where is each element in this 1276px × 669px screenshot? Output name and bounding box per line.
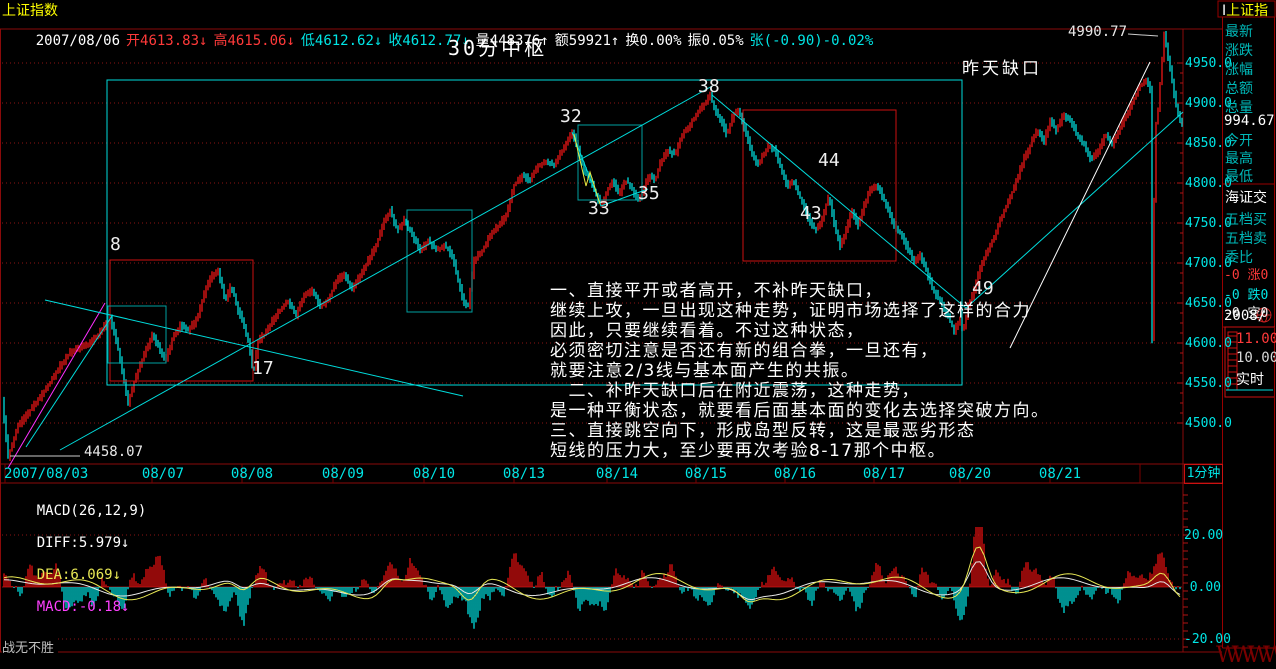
quote-field-收: 收4612.77↓	[388, 33, 470, 49]
price-tick-4850.0: 4850.0	[1185, 136, 1232, 151]
sidebar-item-change: 涨跌	[1225, 43, 1253, 59]
gap-annotation: 昨天缺口	[962, 59, 1042, 79]
watermark: WWWWWWW	[1216, 643, 1276, 668]
cursor-bar: I	[1222, 3, 1227, 19]
total-volume-value: 994.67	[1224, 113, 1275, 129]
realtime-label: 实时	[1236, 372, 1264, 388]
date-label-08-08: 08/08	[230, 466, 274, 482]
date-label-2007-08-03: 2007/08/03	[4, 466, 89, 482]
date-label-08-14: 08/14	[595, 466, 639, 482]
date-label-08-21: 08/21	[1038, 466, 1082, 482]
price-tick-4500.0: 4500.0	[1185, 416, 1232, 431]
sidebar-item-weibi: 委比	[1225, 250, 1253, 266]
dea-down-arrow-icon: ↓	[112, 567, 122, 583]
date-label-08-09: 08/09	[321, 466, 365, 482]
wave-label-49: 49	[972, 278, 994, 299]
wave-label-35: 35	[638, 183, 660, 204]
sidebar-item-five-ask[interactable]: 五档卖	[1225, 231, 1267, 247]
date-label-08-16: 08/16	[773, 466, 817, 482]
counter-down: -0 跌0	[1224, 288, 1269, 303]
wave-label-17: 17	[252, 358, 274, 379]
quote-field-额: 额59921↑	[554, 33, 620, 49]
sidebar-item-five-bid[interactable]: 五档买	[1225, 212, 1267, 228]
analysis-line-3: 因此，只要继续看着。不过这种状态，	[550, 321, 865, 341]
macd-dea: DEA:6.069	[36, 567, 113, 583]
slogan: 战无不胜	[2, 637, 59, 656]
sidebar-item-latest: 最新	[1225, 24, 1253, 40]
year-label: 2008/	[1224, 308, 1267, 324]
index-name: 上证指数	[2, 3, 58, 19]
price-tick-4600.0: 4600.0	[1185, 336, 1232, 351]
macd-value: MACD:-0.18	[36, 599, 122, 615]
sidebar-item-exchange: 海证交	[1225, 190, 1267, 206]
date-label-08-17: 08/17	[862, 466, 906, 482]
quote-field-高: 高4615.06↓	[213, 33, 295, 49]
quote-field-开: 开4613.83↓	[126, 33, 208, 49]
analysis-line-1: 一、直接平开或者高开，不补昨天缺口，	[550, 281, 883, 301]
quote-fields: 开4613.83↓ 高4615.06↓ 低4612.62↓ 收4612.77↓ 量448…	[126, 33, 879, 49]
quote-field-张: 张(-0.90)-0.02%	[749, 33, 874, 49]
macd-diff: DIFF:5.979	[36, 535, 122, 551]
quote-field-低: 低4612.62↓	[300, 33, 383, 49]
quote-field-振: 振0.05%	[687, 33, 744, 49]
period-selector[interactable]: 1分钟	[1184, 464, 1223, 484]
wave-label-38: 38	[698, 76, 720, 97]
counter-up: -0 涨0	[1224, 268, 1269, 283]
wave-label-32: 32	[560, 106, 582, 127]
date-label-08-20: 08/20	[948, 466, 992, 482]
date-label-08-10: 08/10	[412, 466, 456, 482]
price-tick-4800.0: 4800.0	[1185, 176, 1232, 191]
macd-tick--20.00: -20.00	[1184, 632, 1231, 647]
sidebar-item-total-amount: 总额	[1225, 81, 1253, 97]
price-tick-4650.0: 4650.0	[1185, 296, 1232, 311]
analysis-line-2: 继续上攻，一旦出现这种走势，证明市场选择了这样的合力	[550, 301, 1031, 321]
quote-info-bar: 2007/08/06 开4613.83↓ 高4615.06↓ 低4612.62↓ 收46…	[2, 14, 885, 66]
counter-flat: -0 空0	[1224, 306, 1269, 321]
price-tick-4900.0: 4900.0	[1185, 96, 1232, 111]
analysis-text-block: 一、直接平开或者高开，不补昨天缺口， 继续上攻，一旦出现这种走势，证明市场选择了这…	[550, 281, 1050, 461]
quote-sidebar: I上证指 最新 涨跌 涨幅 总额 总量 994.67 今开 最高 最低 海证交 …	[1216, 0, 1276, 669]
price-tick-4950.0: 4950.0	[1185, 56, 1232, 71]
analysis-line-9: 短线的压力大，至少要再次考验8-17那个中枢。	[550, 441, 947, 461]
diff-down-arrow-icon: ↓	[121, 535, 130, 551]
quote-date: 2007/08/06	[35, 33, 121, 49]
price-tick-4750.0: 4750.0	[1185, 216, 1232, 231]
analysis-line-5: 就要注意2/3线与基本面产生的共振。	[550, 361, 860, 381]
wave-label-43: 43	[800, 203, 822, 224]
sidebar-item-low: 最低	[1225, 169, 1253, 185]
macd-tick-20.00: 20.00	[1184, 528, 1224, 543]
wave-label-8: 8	[110, 234, 121, 255]
sidebar-item-total-volume: 总量	[1225, 100, 1253, 116]
quote-price-mid: 10.00	[1236, 350, 1276, 366]
date-label-08-07: 08/07	[141, 466, 185, 482]
sidebar-title-tab[interactable]: I上证指	[1222, 3, 1269, 19]
low-price-label: 4458.07	[84, 444, 144, 460]
date-label-08-15: 08/15	[684, 466, 728, 482]
price-tick-4700.0: 4700.0	[1185, 256, 1232, 271]
macd-header: MACD(26,12,9) DIFF:5.979↓ DEA:6.069↓ MAC…	[3, 487, 147, 631]
macd-name: MACD(26,12,9)	[36, 503, 147, 519]
peak-price-label: 4990.77	[1068, 24, 1128, 40]
price-tick-4550.0: 4550.0	[1185, 376, 1232, 391]
sidebar-item-change-pct: 涨幅	[1225, 62, 1253, 78]
analysis-line-6: 二、补昨天缺口后在附近震荡，这种走势，	[550, 381, 920, 401]
macd-tick-0.00: 0.00	[1189, 580, 1221, 595]
wave-label-33: 33	[588, 198, 610, 219]
quote-price-high: 11.00	[1236, 331, 1276, 347]
quote-field-换: 换0.00%	[625, 33, 682, 49]
analysis-line-4: 必须密切注意是否还有新的组合拳，一旦还有，	[550, 341, 939, 361]
sidebar-item-open: 今开	[1225, 133, 1253, 149]
analysis-line-7: 是一种平衡状态，就要看后面基本面的变化去选择突破方向。	[550, 401, 1050, 421]
quote-field-量: 量448376↑	[475, 33, 549, 49]
sidebar-item-high: 最高	[1225, 151, 1253, 167]
macd-down-arrow-icon: ↓	[121, 599, 130, 615]
chart-title: 30分中枢	[448, 36, 548, 60]
analysis-line-8: 三、直接跳空向下，形成岛型反转，这是最恶劣形态	[550, 421, 976, 441]
date-label-08-13: 08/13	[502, 466, 546, 482]
wave-label-44: 44	[818, 150, 840, 171]
